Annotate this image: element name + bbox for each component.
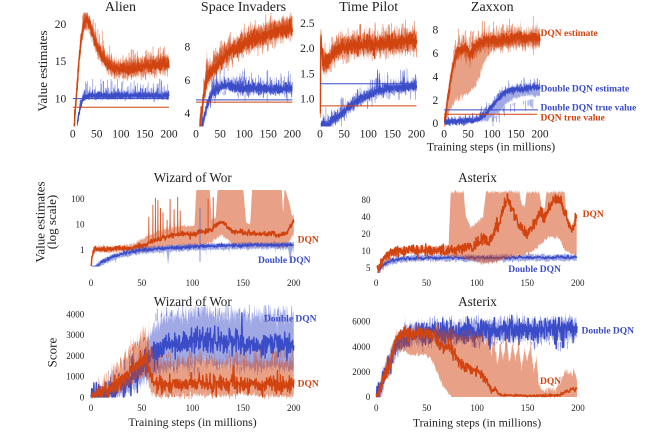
svg-text:DQN: DQN <box>583 210 604 220</box>
svg-text:3000: 3000 <box>66 330 85 340</box>
svg-text:4: 4 <box>184 108 190 120</box>
svg-text:50: 50 <box>214 129 226 141</box>
svg-text:2.5: 2.5 <box>300 18 315 30</box>
svg-text:Alien: Alien <box>105 0 136 15</box>
svg-text:(log scale): (log scale) <box>44 195 59 250</box>
svg-text:0: 0 <box>317 129 323 141</box>
svg-text:10: 10 <box>55 93 67 105</box>
svg-text:10: 10 <box>362 246 372 256</box>
svg-text:150: 150 <box>507 129 525 141</box>
svg-text:100: 100 <box>470 403 484 413</box>
svg-text:Training steps (in millions): Training steps (in millions) <box>427 140 555 154</box>
svg-text:0: 0 <box>441 129 447 141</box>
svg-text:6000: 6000 <box>352 317 371 327</box>
svg-text:4000: 4000 <box>352 342 371 352</box>
svg-text:Zaxxon: Zaxxon <box>471 0 514 15</box>
svg-text:Double DQN: Double DQN <box>508 265 561 275</box>
svg-text:100: 100 <box>470 278 484 288</box>
svg-text:Value estimates: Value estimates <box>35 30 50 111</box>
svg-text:200: 200 <box>287 403 301 413</box>
svg-text:200: 200 <box>284 129 302 141</box>
svg-text:Double DQN: Double DQN <box>258 256 311 266</box>
svg-text:150: 150 <box>521 278 535 288</box>
svg-text:50: 50 <box>137 403 147 413</box>
svg-text:1: 1 <box>80 245 85 255</box>
svg-text:0: 0 <box>366 392 371 402</box>
svg-text:Double DQN estimate: Double DQN estimate <box>541 85 630 95</box>
svg-text:Time Pilot: Time Pilot <box>339 0 398 15</box>
svg-text:DQN: DQN <box>540 377 561 387</box>
svg-text:5: 5 <box>366 263 371 273</box>
svg-text:DQN estimate: DQN estimate <box>541 29 598 39</box>
svg-text:Training steps (in millions): Training steps (in millions) <box>413 416 541 430</box>
svg-text:Double DQN: Double DQN <box>582 326 635 336</box>
svg-text:50: 50 <box>462 129 474 141</box>
svg-text:15: 15 <box>55 56 67 68</box>
svg-text:200: 200 <box>531 129 549 141</box>
svg-text:0: 0 <box>193 129 199 141</box>
svg-text:2000: 2000 <box>352 367 371 377</box>
svg-text:Double DQN true value: Double DQN true value <box>541 104 637 114</box>
svg-text:0: 0 <box>374 403 379 413</box>
svg-text:Wizard of Wor: Wizard of Wor <box>154 170 233 185</box>
svg-text:0: 0 <box>89 278 94 288</box>
svg-text:0: 0 <box>432 118 438 130</box>
svg-text:Space Invaders: Space Invaders <box>201 0 286 15</box>
svg-text:50: 50 <box>422 278 432 288</box>
svg-text:0: 0 <box>70 129 76 141</box>
svg-text:1.0: 1.0 <box>300 94 315 106</box>
svg-text:50: 50 <box>137 278 147 288</box>
svg-text:200: 200 <box>408 129 426 141</box>
svg-text:0: 0 <box>80 392 85 402</box>
svg-text:2.0: 2.0 <box>300 43 315 55</box>
svg-text:1000: 1000 <box>66 372 85 382</box>
svg-text:6: 6 <box>184 75 190 87</box>
svg-text:Double DQN: Double DQN <box>264 314 317 324</box>
svg-text:100: 100 <box>112 129 130 141</box>
svg-text:6: 6 <box>432 48 438 60</box>
svg-text:Wizard of Wor: Wizard of Wor <box>154 294 233 309</box>
svg-text:10: 10 <box>76 220 86 230</box>
svg-text:Asterix: Asterix <box>458 294 497 309</box>
svg-text:8: 8 <box>432 25 438 37</box>
svg-text:2: 2 <box>432 95 438 107</box>
svg-text:200: 200 <box>571 278 585 288</box>
svg-text:100: 100 <box>71 194 85 204</box>
svg-text:80: 80 <box>362 195 372 205</box>
svg-text:150: 150 <box>521 403 535 413</box>
svg-text:1.5: 1.5 <box>300 68 315 80</box>
svg-text:100: 100 <box>186 403 200 413</box>
svg-text:8: 8 <box>184 42 190 54</box>
svg-text:200: 200 <box>160 129 178 141</box>
svg-text:200: 200 <box>571 403 585 413</box>
svg-text:50: 50 <box>422 403 432 413</box>
svg-text:150: 150 <box>236 278 250 288</box>
svg-text:Score: Score <box>45 337 60 367</box>
svg-text:50: 50 <box>91 129 103 141</box>
svg-text:100: 100 <box>186 278 200 288</box>
svg-text:2000: 2000 <box>66 351 85 361</box>
svg-text:20: 20 <box>55 19 67 31</box>
svg-text:100: 100 <box>236 129 254 141</box>
svg-text:40: 40 <box>362 212 372 222</box>
svg-text:Training steps (in millions): Training steps (in millions) <box>128 415 256 429</box>
svg-text:DQN: DQN <box>298 236 319 246</box>
svg-text:150: 150 <box>384 129 402 141</box>
svg-text:150: 150 <box>260 129 278 141</box>
svg-text:20: 20 <box>362 229 372 239</box>
svg-text:Asterix: Asterix <box>458 170 497 185</box>
svg-text:150: 150 <box>136 129 154 141</box>
svg-text:200: 200 <box>287 278 301 288</box>
svg-text:Value estimates: Value estimates <box>33 181 48 262</box>
svg-text:4000: 4000 <box>66 309 85 319</box>
svg-text:100: 100 <box>360 129 378 141</box>
svg-text:0: 0 <box>89 403 94 413</box>
svg-text:100: 100 <box>483 129 501 141</box>
svg-text:DQN true value: DQN true value <box>541 113 605 123</box>
svg-text:4: 4 <box>432 71 438 83</box>
svg-text:50: 50 <box>338 129 350 141</box>
svg-text:0: 0 <box>374 278 379 288</box>
svg-text:150: 150 <box>236 403 250 413</box>
svg-text:DQN: DQN <box>298 380 319 390</box>
